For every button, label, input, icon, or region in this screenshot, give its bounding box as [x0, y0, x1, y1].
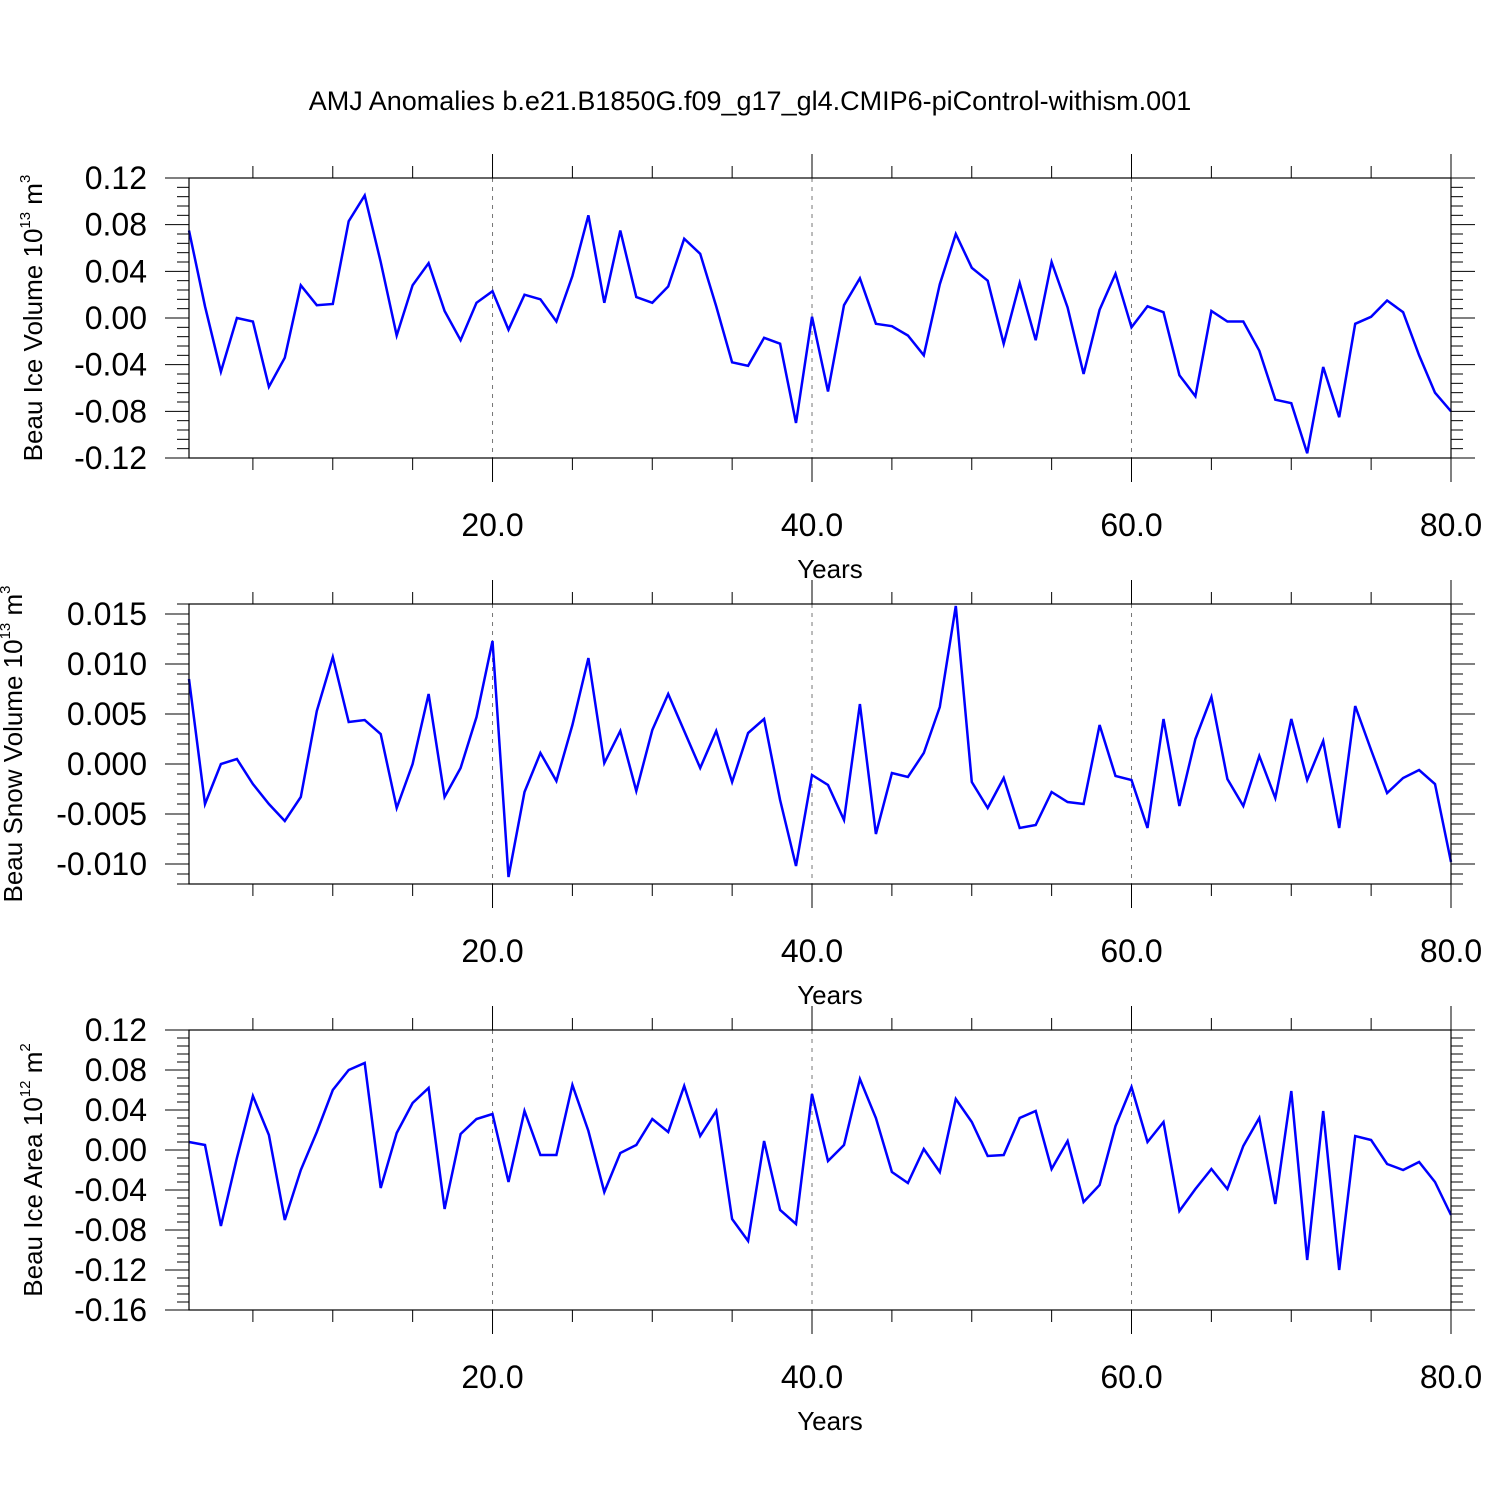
- ice-area-xtick-label: 80.0: [1420, 1359, 1482, 1395]
- ice-volume-ytick-label: 0.08: [85, 207, 147, 243]
- ice-volume-ylabel-main: Beau Ice Volume 10: [18, 229, 48, 462]
- snow-volume-ytick-label: 0.000: [67, 746, 147, 782]
- snow-volume-ytick-label: -0.005: [56, 796, 147, 832]
- ice-volume-ylabel-unit: m: [18, 183, 48, 212]
- ice-volume-xtick-label: 20.0: [461, 507, 523, 543]
- ice-volume-ylabel-unit-exp: 3: [17, 175, 34, 183]
- ice-area-ytick-label: -0.12: [74, 1252, 147, 1288]
- panel-ice-volume: 20.0 40.0 60.0 80.0 -0.12 -0.08 -0.04 0.00 0.04 0…: [17, 154, 1482, 584]
- ice-area-ytick-label: 0.00: [85, 1132, 147, 1168]
- ice-volume-xtick-label: 60.0: [1100, 507, 1162, 543]
- snow-volume-ytick-label: 0.015: [67, 596, 147, 632]
- ice-volume-ylabel-exp: 13: [17, 212, 34, 229]
- ice-volume-plot-frame: [188, 177, 1452, 459]
- ice-area-plot-frame: [188, 1029, 1452, 1311]
- snow-volume-ytick-label: 0.010: [67, 646, 147, 682]
- ice-volume-series-line: [187, 192, 1452, 454]
- ice-volume-ylabel: Beau Ice Volume 1013 m3: [17, 175, 48, 462]
- snow-volume-ylabel-unit: m: [0, 594, 28, 623]
- ice-volume-ytick-label: -0.04: [74, 347, 147, 383]
- snow-volume-ytick-label: -0.010: [56, 846, 147, 882]
- figure-title: AMJ Anomalies b.e21.B1850G.f09_g17_gl4.C…: [308, 86, 1192, 116]
- ice-volume-ytick-label: 0.00: [85, 300, 147, 336]
- ice-volume-ytick-label: 0.12: [85, 160, 147, 196]
- ice-volume-xtick-label: 80.0: [1420, 507, 1482, 543]
- ice-area-ylabel: Beau Ice Area 1012 m2: [17, 1043, 48, 1296]
- ice-area-ytick-label: 0.12: [85, 1012, 147, 1048]
- ice-area-ytick-label: 0.08: [85, 1052, 147, 1088]
- panel-ice-area: 20.0 40.0 60.0 80.0 -0.16 -0.12 -0.08 -0.04 0.00…: [17, 1006, 1482, 1436]
- snow-volume-xtick-label: 40.0: [781, 933, 843, 969]
- ice-area-ytick-label: -0.04: [74, 1172, 147, 1208]
- ice-volume-xtick-label: 40.0: [781, 507, 843, 543]
- snow-volume-ylabel: Beau Snow Volume 1013 m3: [0, 586, 28, 903]
- ice-area-series-line: [188, 1061, 1453, 1271]
- ice-area-xtick-label: 40.0: [781, 1359, 843, 1395]
- ice-area-xtick-label: 60.0: [1100, 1359, 1162, 1395]
- ice-volume-ytick-label: 0.04: [85, 253, 147, 289]
- ice-volume-xlabel: Years: [797, 554, 863, 584]
- ice-volume-ytick-label: -0.12: [74, 440, 147, 476]
- ice-area-xlabel: Years: [797, 1406, 863, 1436]
- snow-volume-plot-frame: [188, 603, 1452, 885]
- ice-area-ylabel-main: Beau Ice Area 10: [18, 1097, 48, 1296]
- snow-volume-xtick-label: 60.0: [1100, 933, 1162, 969]
- panel-snow-volume: 20.0 40.0 60.0 80.0 -0.010 -0.005 0.000 0.005 0.…: [0, 580, 1482, 1010]
- ice-area-xtick-label: 20.0: [461, 1359, 523, 1395]
- snow-volume-ytick-label: 0.005: [67, 696, 147, 732]
- ice-area-ylabel-unit: m: [18, 1052, 48, 1081]
- snow-volume-xtick-label: 20.0: [461, 933, 523, 969]
- ice-area-ytick-label: -0.16: [74, 1292, 147, 1328]
- ice-area-ylabel-exp: 12: [17, 1081, 34, 1098]
- snow-volume-xtick-label: 80.0: [1420, 933, 1482, 969]
- snow-volume-xlabel: Years: [797, 980, 863, 1010]
- ice-area-ylabel-unit-exp: 2: [17, 1043, 34, 1051]
- snow-volume-series-line: [187, 605, 1453, 878]
- ice-area-ytick-label: -0.08: [74, 1212, 147, 1248]
- snow-volume-ylabel-main: Beau Snow Volume 10: [0, 639, 28, 902]
- snow-volume-ylabel-exp: 13: [0, 623, 14, 640]
- ice-volume-ytick-label: -0.08: [74, 393, 147, 429]
- ice-area-ytick-label: 0.04: [85, 1092, 147, 1128]
- snow-volume-ylabel-unit-exp: 3: [0, 586, 14, 594]
